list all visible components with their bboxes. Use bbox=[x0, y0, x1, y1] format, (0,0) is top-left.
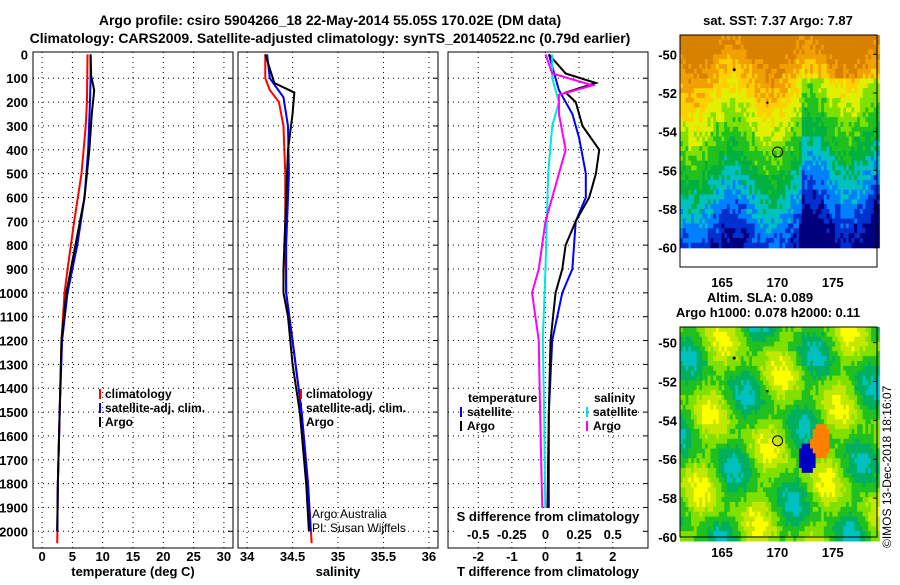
lon-tick-label: 165 bbox=[711, 275, 733, 290]
x-tick-label: 20 bbox=[156, 549, 170, 564]
depth-tick-label: 1300 bbox=[0, 357, 28, 372]
depth-tick-label: 1000 bbox=[0, 286, 28, 301]
lat-tick-label: -52 bbox=[658, 86, 677, 101]
x-tick-label: 0 bbox=[542, 549, 549, 564]
x-tick-label: 10 bbox=[95, 549, 109, 564]
depth-tick-label: 1600 bbox=[0, 429, 28, 444]
legend-title-temperature: temperature bbox=[468, 391, 538, 405]
legend-swatch bbox=[586, 421, 588, 431]
x-axis-label: salinity bbox=[316, 564, 362, 579]
legend-swatch bbox=[460, 421, 462, 431]
s-tick-label: -0.25 bbox=[497, 527, 527, 542]
x-tick-label: 5 bbox=[69, 549, 76, 564]
panels-group: 0100200300400500600700800900100011001200… bbox=[0, 13, 880, 579]
x-axis-label: T difference from climatology bbox=[457, 564, 640, 579]
lat-tick-label: -56 bbox=[658, 163, 677, 178]
legend-label: climatology bbox=[105, 387, 172, 401]
s-tick-label: 0 bbox=[542, 527, 549, 542]
x-tick-label: 25 bbox=[186, 549, 200, 564]
x-tick-label: 34 bbox=[240, 549, 255, 564]
depth-tick-label: 400 bbox=[6, 143, 28, 158]
depth-tick-label: 700 bbox=[6, 214, 28, 229]
depth-tick-label: 800 bbox=[6, 238, 28, 253]
legend-label: Argo bbox=[467, 419, 495, 433]
legend-swatch bbox=[300, 403, 302, 413]
legend-swatch bbox=[586, 407, 588, 417]
profile-panel-0: 0 5 10 15 20 25 30 temperature (deg C) climatolo… bbox=[33, 52, 233, 579]
legend-swatch bbox=[99, 389, 101, 399]
depth-tick-label: 1100 bbox=[0, 310, 28, 325]
s-tick-label: -0.5 bbox=[467, 527, 489, 542]
depth-tick-label: 200 bbox=[6, 95, 28, 110]
lon-tick-label: 175 bbox=[822, 275, 844, 290]
x-tick-label: 30 bbox=[217, 549, 231, 564]
s-axis-label: S difference from climatology bbox=[457, 509, 641, 524]
title-line-1: Argo profile: csiro 5904266_18 22-May-20… bbox=[99, 12, 561, 28]
x-tick-label: 36 bbox=[422, 549, 436, 564]
legend-swatch bbox=[99, 417, 101, 427]
depth-tick-label: 900 bbox=[6, 262, 28, 277]
s-tick-label: 0.25 bbox=[566, 527, 591, 542]
depth-tick-label: 1200 bbox=[0, 334, 28, 349]
depth-tick-label: 600 bbox=[6, 190, 28, 205]
x-axis-label: temperature (deg C) bbox=[71, 564, 195, 579]
lat-tick-label: -50 bbox=[658, 47, 677, 62]
x-tick-label: 15 bbox=[126, 549, 140, 564]
island-marker bbox=[733, 68, 736, 71]
legend-title-salinity: salinity bbox=[594, 391, 636, 405]
legend-label: Argo bbox=[306, 415, 334, 429]
depth-tick-label: 1700 bbox=[0, 453, 28, 468]
profile-panel-1: 34 34.5 35 35.5 36 salinity climatologysatelli… bbox=[238, 52, 438, 579]
legend-label: satellite-adj. clim. bbox=[105, 401, 205, 415]
x-tick-label: 2 bbox=[609, 549, 616, 564]
depth-tick-label: 500 bbox=[6, 167, 28, 182]
legend-swatch bbox=[460, 407, 462, 417]
x-tick-label: -2 bbox=[472, 549, 484, 564]
x-tick-label: 34.5 bbox=[280, 549, 305, 564]
title-line-2: Climatology: CARS2009. Satellite-adjuste… bbox=[30, 30, 631, 46]
lat-tick-label: -60 bbox=[658, 241, 677, 256]
profile-panel-2: -2 -1 0 1 2T difference from climatology temp… bbox=[448, 52, 648, 579]
depth-tick-label: 0 bbox=[21, 47, 28, 62]
legend-swatch bbox=[300, 389, 302, 399]
legend-label: satellite-adj. clim. bbox=[306, 401, 406, 415]
x-tick-label: 1 bbox=[575, 549, 582, 564]
island-marker bbox=[766, 101, 768, 103]
depth-tick-label: 1400 bbox=[0, 381, 28, 396]
depth-tick-label: 300 bbox=[6, 119, 28, 134]
legend-label: satellite bbox=[593, 405, 638, 419]
depth-tick-label: 1800 bbox=[0, 477, 28, 492]
x-tick-label: -1 bbox=[506, 549, 518, 564]
depth-tick-label: 100 bbox=[6, 71, 28, 86]
series-line-t-satellite bbox=[549, 54, 586, 531]
lon-tick-label: 170 bbox=[767, 275, 789, 290]
legend-label: satellite bbox=[467, 405, 512, 419]
depth-tick-label: 2000 bbox=[0, 524, 28, 539]
legend-label: climatology bbox=[306, 387, 373, 401]
depth-tick-label: 1900 bbox=[0, 500, 28, 515]
legend-label: Argo bbox=[105, 415, 133, 429]
depth-tick-label: 1500 bbox=[0, 405, 28, 420]
s-tick-label: 0.5 bbox=[604, 527, 622, 542]
x-tick-label: 35.5 bbox=[371, 549, 396, 564]
legend-swatch bbox=[300, 417, 302, 427]
legend-label: Argo bbox=[593, 419, 621, 433]
lat-tick-label: -54 bbox=[658, 125, 678, 140]
legend-swatch bbox=[99, 403, 101, 413]
lat-tick-label: -58 bbox=[658, 202, 677, 217]
x-tick-label: 35 bbox=[331, 549, 345, 564]
map-panel-0: -50 -52 -54 -56 -58 -60 165 170 175 bbox=[658, 35, 880, 290]
x-tick-label: 0 bbox=[38, 549, 45, 564]
